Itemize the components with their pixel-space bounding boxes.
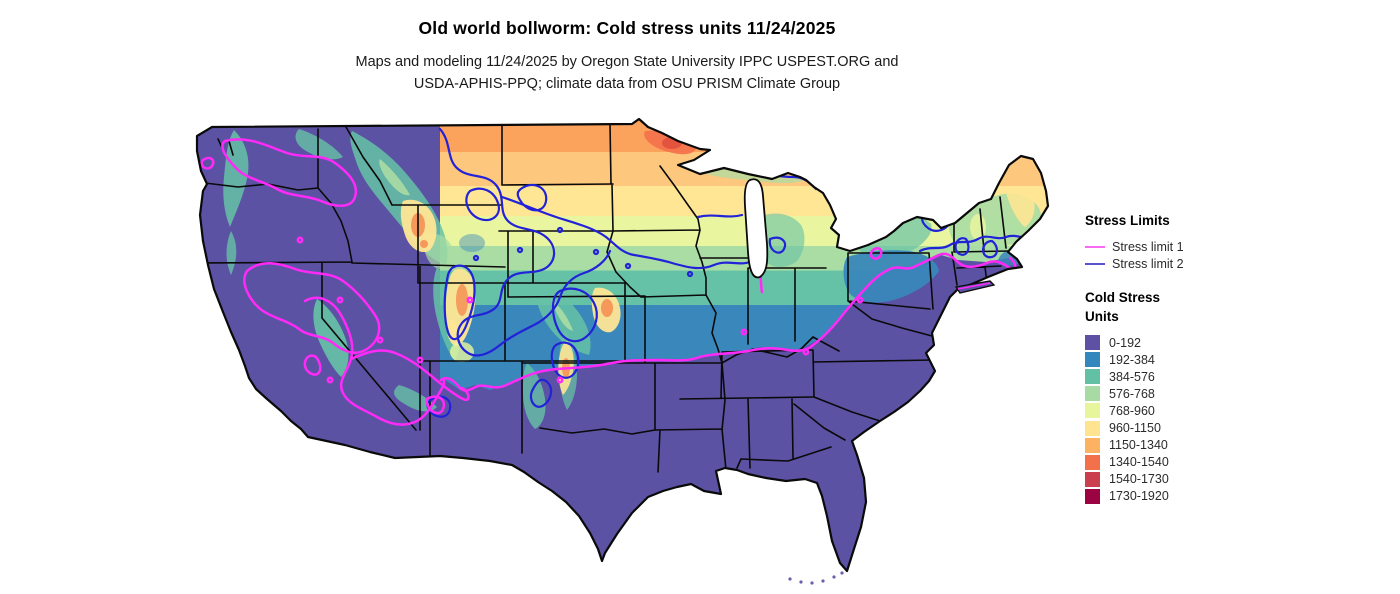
legend-class-swatch (1085, 437, 1100, 453)
florida-keys (788, 571, 844, 585)
cold-stress-classes: 0-192 192-384 384-576 576-768 768-960 960-115… (1085, 334, 1385, 505)
legend-class-row: 1540-1730 (1085, 471, 1385, 488)
legend-class-label: 1340-1540 (1109, 455, 1169, 470)
stress-limit-line-swatch (1085, 262, 1105, 265)
legend-class-row: 1150-1340 (1085, 437, 1385, 454)
stress-limit-row: Stress limit 2 (1085, 255, 1385, 272)
legend-class-label: 1150-1340 (1109, 438, 1168, 453)
legend-class-row: 1340-1540 (1085, 454, 1385, 471)
legend-class-label: 1540-1730 (1109, 472, 1169, 487)
page-title: Old world bollworm: Cold stress units 11… (418, 18, 836, 38)
stress-limit-row: Stress limit 1 (1085, 238, 1385, 255)
page-subtitle: Maps and modeling 11/24/2025 by Oregon S… (227, 51, 1027, 95)
legend-class-label: 576-768 (1109, 386, 1155, 401)
legend-class-swatch (1085, 335, 1100, 351)
legend-class-label: 0-192 (1109, 335, 1141, 350)
legend-class-row: 1730-1920 (1085, 488, 1385, 505)
map-legend: Stress Limits Stress limit 1 Stress limit… (1085, 211, 1385, 505)
legend-class-swatch (1085, 369, 1100, 385)
us-outline (195, 117, 1050, 573)
stress-limit-1-contour (200, 138, 1017, 426)
legend-class-swatch (1085, 471, 1100, 487)
legend-class-label: 192-384 (1109, 352, 1155, 367)
cold-stress-heading: Cold Stress Units (1085, 290, 1161, 324)
legend-class-swatch (1085, 420, 1100, 436)
legend-class-row: 192-384 (1085, 351, 1385, 368)
map-header: Old world bollworm: Cold stress units 11… (227, 18, 1027, 95)
legend-class-label: 960-1150 (1109, 421, 1161, 436)
legend-class-row: 0-192 (1085, 334, 1385, 351)
stress-limits-heading: Stress Limits (1085, 213, 1170, 228)
legend-class-swatch (1085, 454, 1100, 470)
legend-class-row: 576-768 (1085, 385, 1385, 402)
legend-class-swatch (1085, 488, 1100, 504)
legend-class-row: 384-576 (1085, 368, 1385, 385)
legend-class-swatch (1085, 386, 1100, 402)
legend-class-row: 960-1150 (1085, 419, 1385, 436)
subtitle-line-2: USDA-APHIS-PPQ; climate data from OSU PR… (413, 76, 841, 92)
legend-class-label: 1730-1920 (1109, 489, 1169, 504)
stress-limits-list: Stress limit 1 Stress limit 2 (1085, 238, 1385, 272)
stress-limit-line-swatch (1085, 245, 1105, 248)
long-island (954, 280, 996, 294)
lake-michigan (743, 178, 769, 279)
legend-class-label: 384-576 (1109, 369, 1155, 384)
stress-limit-label: Stress limit 2 (1112, 256, 1184, 271)
legend-class-row: 768-960 (1085, 402, 1385, 419)
legend-class-swatch (1085, 352, 1100, 368)
legend-class-swatch (1085, 403, 1100, 419)
legend-class-label: 768-960 (1109, 403, 1155, 418)
stress-limit-label: Stress limit 1 (1112, 239, 1184, 254)
subtitle-line-1: Maps and modeling 11/24/2025 by Oregon S… (355, 54, 899, 70)
